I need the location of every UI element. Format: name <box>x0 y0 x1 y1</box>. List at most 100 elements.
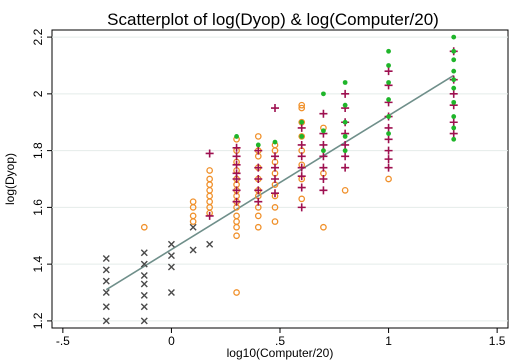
data-point-plus <box>232 152 241 161</box>
data-point-plus <box>384 135 393 144</box>
data-point-x <box>140 272 148 279</box>
data-point-dot <box>321 128 326 134</box>
data-point-plus <box>384 163 393 172</box>
data-point-plus <box>384 146 393 155</box>
data-point-x <box>167 263 175 271</box>
data-point-dot <box>342 80 348 85</box>
fit-line <box>105 74 455 291</box>
x-tick-label: 1 <box>385 334 392 348</box>
data-point-plus <box>254 197 263 206</box>
data-point-plus <box>271 163 280 172</box>
x-tick-label: .5 <box>275 334 285 348</box>
data-point-x <box>189 246 197 254</box>
data-point-plus <box>271 175 280 183</box>
data-point-plus <box>449 89 458 98</box>
y-tick-label: 1.6 <box>31 199 45 216</box>
data-point-plus <box>254 175 263 183</box>
data-point-circle <box>254 133 262 140</box>
data-point-x <box>167 252 175 260</box>
data-point-plus <box>297 140 306 149</box>
data-point-dot <box>299 119 305 125</box>
x-axis-label: log10(Computer/20) <box>227 346 334 360</box>
data-point-x <box>140 291 148 299</box>
data-point-circle <box>233 212 240 220</box>
data-point-circle <box>298 104 306 112</box>
data-point-plus <box>297 203 306 212</box>
data-point-plus <box>449 129 458 138</box>
data-point-circle <box>385 175 392 183</box>
data-point-plus <box>384 123 393 132</box>
x-tick-label: 0 <box>168 334 175 348</box>
data-point-dot <box>386 97 391 102</box>
data-point-dot <box>386 63 391 68</box>
data-point-dot <box>386 48 391 54</box>
data-point-dot <box>451 114 457 119</box>
data-point-plus <box>254 146 263 155</box>
data-point-x <box>102 254 110 262</box>
data-point-plus <box>341 140 350 149</box>
data-point-plus <box>319 175 328 183</box>
data-point-circle <box>206 167 213 174</box>
data-point-plus <box>254 163 263 172</box>
data-point-circle <box>254 223 262 231</box>
data-point-circle <box>140 223 148 231</box>
data-point-circle <box>233 232 240 240</box>
data-point-plus <box>319 109 328 118</box>
data-point-dot <box>342 134 348 139</box>
data-point-plus <box>449 118 458 127</box>
data-point-plus <box>297 183 306 192</box>
data-point-x <box>189 223 197 231</box>
fit-line-layer <box>105 74 455 291</box>
data-point-dot <box>451 125 457 131</box>
data-point-plus <box>232 160 241 169</box>
data-points <box>102 34 458 325</box>
data-point-plus <box>341 152 350 161</box>
data-point-dot <box>451 85 457 91</box>
data-point-x <box>167 289 175 297</box>
data-point-plus <box>205 211 214 220</box>
data-point-x <box>167 240 175 248</box>
data-point-dot <box>451 68 457 74</box>
data-point-dot <box>321 148 326 154</box>
data-point-circle <box>189 198 197 206</box>
data-point-plus <box>297 163 306 172</box>
data-point-plus <box>205 149 214 158</box>
y-tick-label: 2.2 <box>31 28 45 45</box>
data-point-dot <box>272 139 278 145</box>
data-point-dot <box>451 77 457 83</box>
data-point-x <box>102 303 110 311</box>
data-point-dot <box>342 119 348 125</box>
data-point-dot <box>386 114 391 119</box>
data-point-plus <box>319 152 328 161</box>
y-tick-label: 2 <box>31 90 45 97</box>
y-tick-label: 1.2 <box>31 312 45 329</box>
data-point-plus <box>341 163 350 172</box>
data-point-circle <box>189 212 197 220</box>
data-point-plus <box>271 104 280 113</box>
data-point-x <box>102 289 110 297</box>
chart-title: Scatterplot of log(Dyop) & log(Computer/… <box>107 10 439 29</box>
data-point-x <box>140 317 148 325</box>
data-point-dot <box>255 142 261 148</box>
data-point-x <box>140 260 148 268</box>
data-point-circle <box>271 218 279 225</box>
data-point-plus <box>271 189 280 198</box>
data-point-dot <box>451 99 457 105</box>
data-point-circle <box>320 223 327 231</box>
data-point-x <box>102 277 110 285</box>
data-point-plus <box>319 140 328 149</box>
data-point-plus <box>319 186 328 195</box>
grid-lines <box>52 36 508 322</box>
data-point-x <box>140 303 148 311</box>
data-point-plus <box>254 186 263 195</box>
axis-ticks: 1.2 1.4 1.6 1.8 2 2.2 -.5 0 .5 1 1.5 <box>31 28 506 348</box>
data-point-x <box>206 240 214 248</box>
data-point-dot <box>451 136 457 142</box>
data-point-plus <box>232 143 241 152</box>
data-point-circle <box>341 187 349 194</box>
y-tick-label: 1.4 <box>31 255 45 272</box>
y-axis-label: log(Dyop) <box>3 153 17 205</box>
data-point-plus <box>384 155 393 164</box>
data-point-dot <box>299 134 305 139</box>
